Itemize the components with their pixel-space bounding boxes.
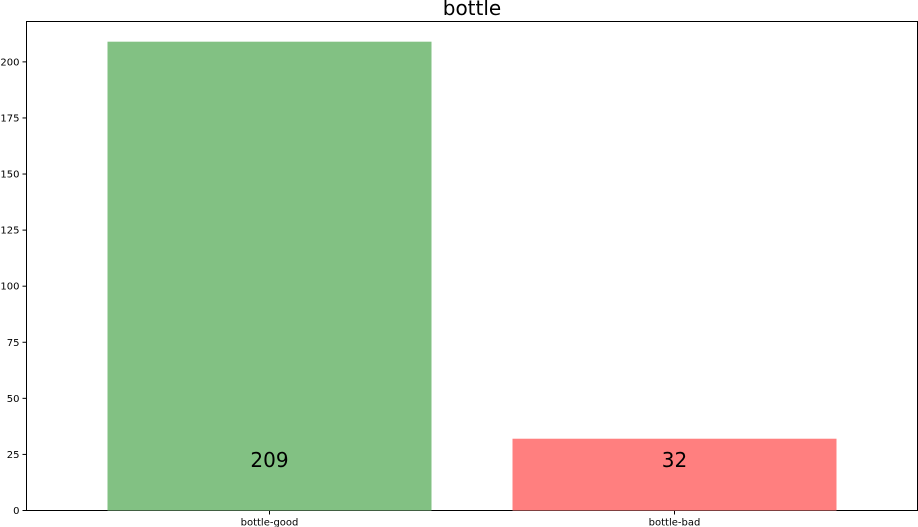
x-tick-label: bottle-good [241,518,299,527]
bars-group [107,41,837,511]
y-tick-label: 0 [13,506,19,517]
y-tick-label: 150 [0,170,19,181]
bar-bottle-bad [512,438,837,511]
chart-title: bottle [443,0,501,20]
data-label: 209 [250,448,288,472]
x-tick-label: bottle-bad [649,518,701,527]
y-axis-ticks: 0 25 50 75 100 125 150 175 200 [0,57,27,517]
x-axis-ticks: bottle-good bottle-bad [241,510,701,527]
data-label: 32 [662,448,687,472]
y-tick-label: 125 [0,226,19,237]
y-tick-label: 175 [0,113,19,124]
y-tick-label: 75 [7,338,20,349]
y-tick-label: 25 [7,450,20,461]
y-tick-label: 200 [0,57,19,68]
bar-bottle-good [107,41,432,511]
data-labels: 209 32 [250,448,687,472]
y-tick-label: 50 [7,394,20,405]
y-tick-label: 100 [0,282,19,293]
